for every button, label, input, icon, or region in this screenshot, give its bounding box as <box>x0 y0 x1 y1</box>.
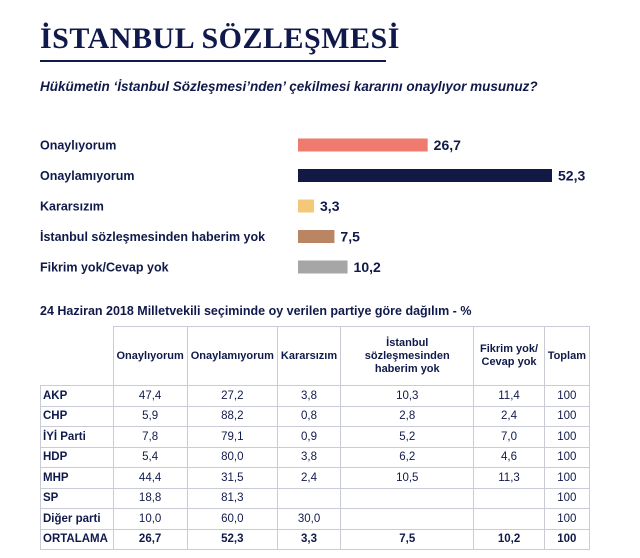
bar-value-label: 3,3 <box>320 198 340 214</box>
bar-category-label: İstanbul sözleşmesinden haberim yok <box>40 229 265 244</box>
table-cell: 10,5 <box>340 467 475 489</box>
table-cell: 6,2 <box>340 446 475 468</box>
table-cell: 47,4 <box>112 385 188 407</box>
table-cell: 4,6 <box>473 446 545 468</box>
column-header: Toplam <box>543 326 591 386</box>
table-cell: 11,3 <box>473 467 545 489</box>
table-cell: 27,2 <box>186 385 278 407</box>
party-name-cell: ORTALAMA <box>40 528 114 550</box>
table-row: MHP 44,4 31,5 2,4 10,5 11,3 100 <box>40 467 591 489</box>
table-cell: 88,2 <box>186 405 278 427</box>
page-title: İSTANBUL SÖZLEŞMESİ <box>40 22 400 55</box>
table-cell: 18,8 <box>112 487 188 509</box>
bar-value-label: 26,7 <box>434 137 461 153</box>
table-cell: 5,2 <box>340 426 475 448</box>
table-row: İYİ Parti 7,8 79,1 0,9 5,2 7,0 100 <box>40 426 591 448</box>
bar <box>298 260 348 274</box>
survey-question: Hükümetin ‘İstanbul Sözleşmesi’nden’ çek… <box>40 79 538 94</box>
column-header: İstanbul sözleşmesinden haberim yok <box>340 326 475 386</box>
table-cell: 100 <box>543 508 591 530</box>
bar-value-label: 7,5 <box>340 229 360 245</box>
table-body: AKP 47,4 27,2 3,8 10,3 11,4 100 CHP 5,9 88,2 0,8 2,… <box>40 385 591 550</box>
table-header-row: Onaylıyorum Onaylamıyorum Kararsızım İstanb… <box>40 326 591 386</box>
title-underline <box>40 60 386 62</box>
table-cell: 0,8 <box>276 405 342 427</box>
table-cell: 52,3 <box>186 528 278 550</box>
party-name-cell: MHP <box>40 467 114 489</box>
table-cell: 31,5 <box>186 467 278 489</box>
column-header: Onaylamıyorum <box>186 326 278 386</box>
party-name-cell: HDP <box>40 446 114 468</box>
table-row: CHP 5,9 88,2 0,8 2,8 2,4 100 <box>40 405 591 427</box>
party-name-cell: İYİ Parti <box>40 426 114 448</box>
table-cell: 5,9 <box>112 405 188 427</box>
table-row: HDP 5,4 80,0 3,8 6,2 4,6 100 <box>40 446 591 468</box>
column-header: Onaylıyorum <box>112 326 188 386</box>
bar <box>298 138 428 152</box>
table-cell <box>276 487 342 509</box>
table-cell: 0,9 <box>276 426 342 448</box>
table-cell: 100 <box>543 528 591 550</box>
table-cell: 81,3 <box>186 487 278 509</box>
table-cell: 3,3 <box>276 528 342 550</box>
bar-category-label: Kararsızım <box>40 200 104 214</box>
table-cell: 2,4 <box>473 405 545 427</box>
table-cell: 11,4 <box>473 385 545 407</box>
table-cell <box>340 508 475 530</box>
column-header: Fikrim yok/ Cevap yok <box>473 326 545 386</box>
table-cell: 7,0 <box>473 426 545 448</box>
column-header: Kararsızım <box>276 326 342 386</box>
table-cell: 5,4 <box>112 446 188 468</box>
table-cell <box>473 487 545 509</box>
party-name-cell: AKP <box>40 385 114 407</box>
table-cell: 80,0 <box>186 446 278 468</box>
table-row: SP 18,8 81,3 100 <box>40 487 591 509</box>
bar <box>298 230 335 243</box>
table-cell: 30,0 <box>276 508 342 530</box>
table-cell: 3,8 <box>276 446 342 468</box>
table-corner-cell <box>40 326 114 386</box>
party-name-cell: CHP <box>40 405 114 427</box>
bar-value-label: 10,2 <box>354 259 381 275</box>
table-cell: 100 <box>543 446 591 468</box>
table-cell: 79,1 <box>186 426 278 448</box>
approval-bar-chart: Onaylıyorum 26,7 Onaylamıyorum 52,3 Kararsız… <box>40 137 585 275</box>
table-cell: 100 <box>543 487 591 509</box>
table-cell: 10,0 <box>112 508 188 530</box>
table-cell: 2,8 <box>340 405 475 427</box>
table-cell: 26,7 <box>112 528 188 550</box>
table-cell: 3,8 <box>276 385 342 407</box>
table-cell: 10,3 <box>340 385 475 407</box>
table-cell: 100 <box>543 385 591 407</box>
table-cell: 44,4 <box>112 467 188 489</box>
table-cell: 60,0 <box>186 508 278 530</box>
party-distribution-table: Onaylıyorum Onaylamıyorum Kararsızım İstanb… <box>40 326 591 550</box>
bar <box>298 199 315 213</box>
bar <box>298 169 552 182</box>
table-cell: 100 <box>543 405 591 427</box>
bar-category-label: Fikrim yok/Cevap yok <box>40 261 169 275</box>
table-subtitle: 24 Haziran 2018 Milletvekili seçiminde o… <box>40 304 472 318</box>
party-name-cell: Diğer parti <box>40 508 114 530</box>
table-cell: 10,2 <box>473 528 545 550</box>
table-cell: 100 <box>543 467 591 489</box>
bar-category-label: Onaylamıyorum <box>40 169 134 183</box>
table-row: ORTALAMA 26,7 52,3 3,3 7,5 10,2 100 <box>40 528 591 550</box>
table-cell: 100 <box>543 426 591 448</box>
table-cell: 7,5 <box>340 528 475 550</box>
bar-category-label: Onaylıyorum <box>40 139 116 153</box>
table-cell: 7,8 <box>112 426 188 448</box>
table-row: Diğer parti 10,0 60,0 30,0 100 <box>40 508 591 530</box>
table-row: AKP 47,4 27,2 3,8 10,3 11,4 100 <box>40 385 591 407</box>
table-cell <box>473 508 545 530</box>
table-cell <box>340 487 475 509</box>
party-name-cell: SP <box>40 487 114 509</box>
bar-value-label: 52,3 <box>558 168 585 184</box>
table-cell: 2,4 <box>276 467 342 489</box>
